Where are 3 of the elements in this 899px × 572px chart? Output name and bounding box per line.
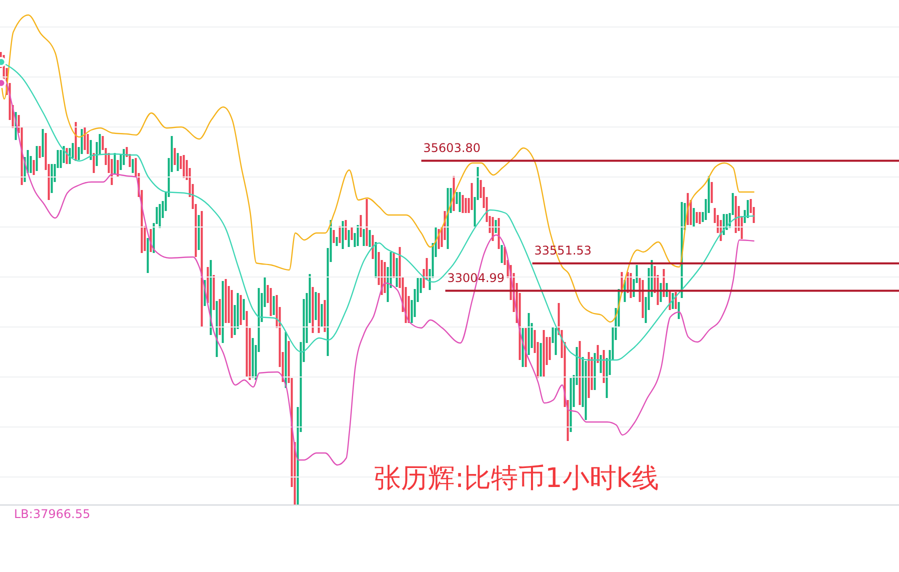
text: LB:37966.55 [14, 507, 90, 521]
text: 张历辉:比特币1小时k线 [374, 462, 659, 496]
ref-line-label: 35603.80 [423, 140, 481, 155]
